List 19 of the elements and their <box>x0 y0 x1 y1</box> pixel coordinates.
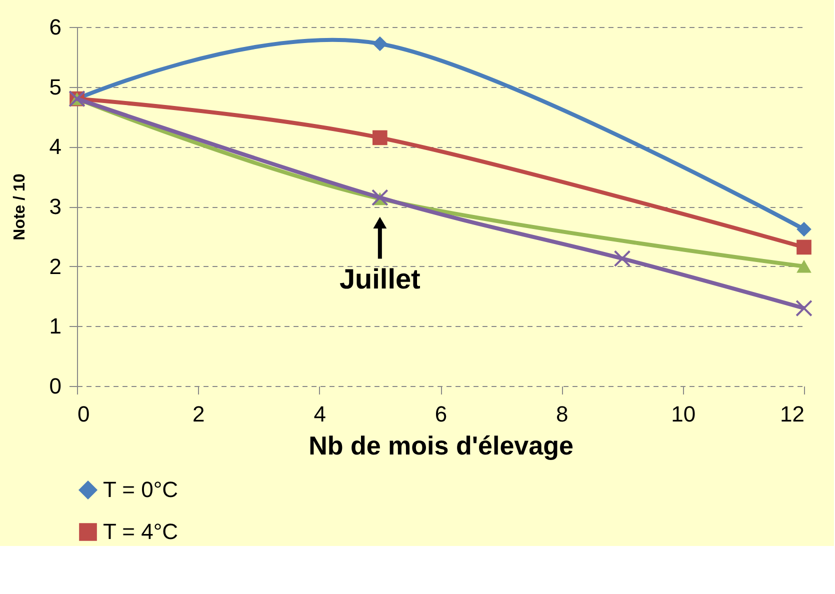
x-tick-label: 4 <box>314 402 326 426</box>
y-tick-label: 2 <box>49 254 62 279</box>
x-tick-label: 8 <box>556 402 568 426</box>
y-axis-title: Note / 10 <box>11 174 28 240</box>
y-tick-label: 5 <box>49 74 62 100</box>
x-tick-label: 6 <box>434 402 448 426</box>
x-axis-title: Nb de mois d'élevage <box>308 430 574 460</box>
x-tick-label: 0 <box>78 402 90 426</box>
y-tick-label: 1 <box>49 314 62 339</box>
y-tick-label: 6 <box>49 14 62 40</box>
y-tick-label: 4 <box>49 134 62 160</box>
legend-label: T = 4°C <box>103 519 178 544</box>
annotation: Juillet <box>339 264 420 295</box>
y-tick-label: 3 <box>49 194 62 219</box>
x-tick-label: 10 <box>671 402 696 426</box>
legend-label: T = 0°C <box>103 477 178 502</box>
x-tick-label: 2 <box>192 402 205 426</box>
y-tick-label: 0 <box>49 374 62 398</box>
x-tick-label: 12 <box>780 402 804 426</box>
